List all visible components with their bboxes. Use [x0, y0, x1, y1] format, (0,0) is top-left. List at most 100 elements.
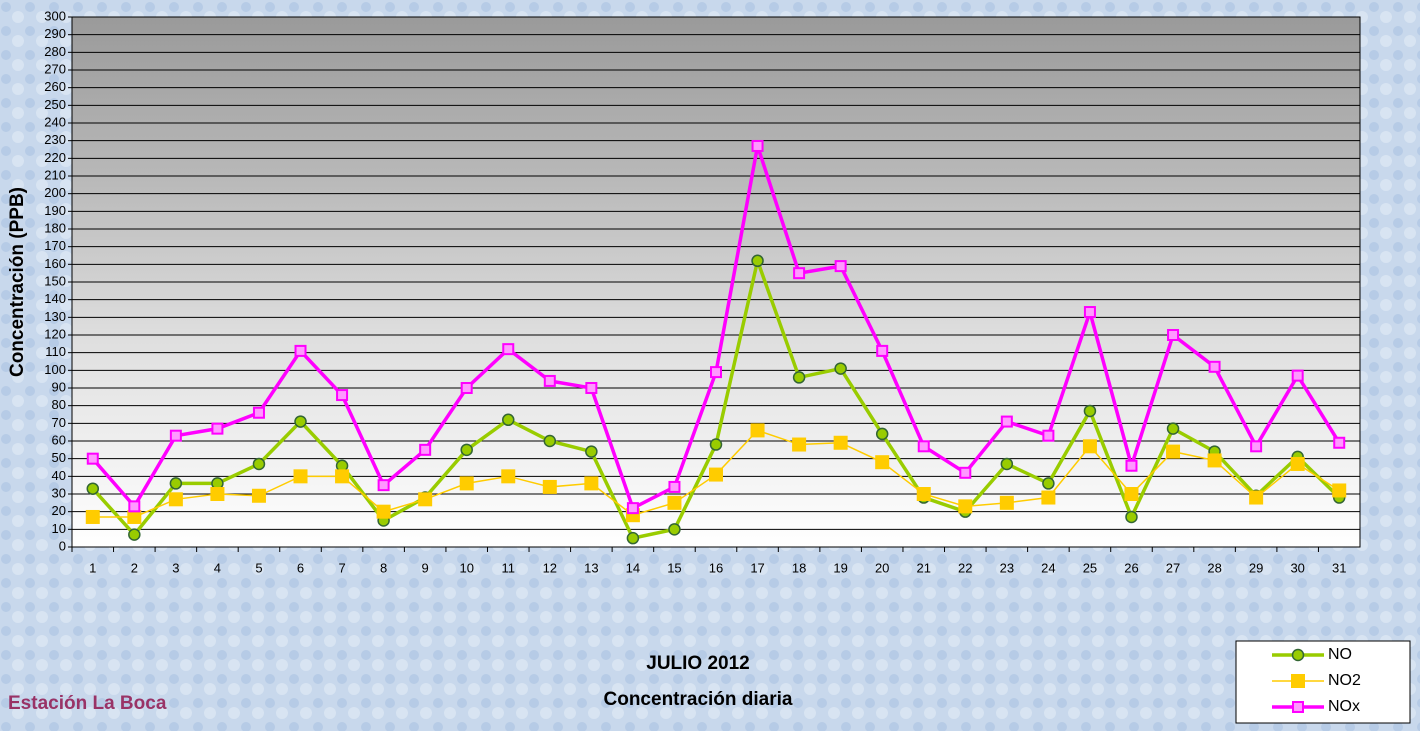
data-point [253, 458, 264, 469]
y-tick-label: 120 [44, 326, 66, 341]
y-tick-label: 180 [44, 220, 66, 235]
data-point [335, 469, 349, 483]
y-tick-label: 30 [52, 485, 66, 500]
y-tick-label: 170 [44, 238, 66, 253]
chart-title: JULIO 2012 [646, 653, 750, 674]
y-tick-label: 230 [44, 132, 66, 147]
data-point [337, 390, 347, 400]
x-tick-label: 21 [917, 560, 931, 575]
data-point [544, 436, 555, 447]
data-point [877, 428, 888, 439]
y-tick-label: 140 [44, 291, 66, 306]
y-tick-label: 160 [44, 256, 66, 271]
x-tick-label: 14 [626, 560, 640, 575]
y-tick-label: 270 [44, 61, 66, 76]
y-tick-label: 150 [44, 273, 66, 288]
x-tick-label: 10 [459, 560, 473, 575]
x-tick-label: 19 [833, 560, 847, 575]
data-point [919, 441, 929, 451]
data-point [1083, 439, 1097, 453]
y-tick-label: 300 [44, 8, 66, 23]
data-point [1168, 423, 1179, 434]
y-tick-label: 190 [44, 203, 66, 218]
data-point [667, 496, 681, 510]
data-point [628, 503, 638, 513]
x-tick-label: 17 [750, 560, 764, 575]
station-label: Estación La Boca [8, 693, 167, 714]
data-point [1001, 458, 1012, 469]
y-tick-label: 250 [44, 97, 66, 112]
data-point [875, 455, 889, 469]
data-point [1249, 491, 1263, 505]
x-tick-label: 11 [502, 560, 516, 575]
data-point [420, 445, 430, 455]
x-tick-label: 12 [543, 560, 557, 575]
y-tick-label: 110 [45, 344, 66, 359]
data-point [86, 510, 100, 524]
data-point [586, 446, 597, 457]
data-point [917, 487, 931, 501]
data-point [586, 383, 596, 393]
data-point [1126, 461, 1136, 471]
legend-label: NO [1328, 646, 1352, 663]
x-tick-label: 30 [1290, 560, 1304, 575]
y-tick-label: 40 [52, 468, 66, 483]
x-tick-label: 27 [1166, 560, 1180, 575]
y-tick-label: 240 [44, 114, 66, 129]
data-point [709, 468, 723, 482]
data-point [252, 489, 266, 503]
data-point [1332, 483, 1346, 497]
data-point [87, 483, 98, 494]
x-tick-label: 18 [792, 560, 806, 575]
y-tick-label: 20 [52, 503, 66, 518]
data-point [294, 469, 308, 483]
data-point [418, 492, 432, 506]
x-tick-label: 23 [1000, 560, 1014, 575]
data-point [669, 524, 680, 535]
chart: JULIO 2012 Concentración diaria Estación… [0, 0, 1420, 731]
data-point [1291, 457, 1305, 471]
data-point [460, 476, 474, 490]
data-point [501, 469, 515, 483]
y-tick-label: 50 [52, 450, 66, 465]
data-point [461, 444, 472, 455]
data-point [543, 480, 557, 494]
data-point [1208, 453, 1222, 467]
data-point [1124, 487, 1138, 501]
y-tick-label: 0 [59, 538, 66, 553]
data-point [171, 431, 181, 441]
data-point [1293, 371, 1303, 381]
x-tick-label: 13 [584, 560, 598, 575]
data-point [295, 416, 306, 427]
y-tick-label: 280 [44, 44, 66, 59]
x-tick-label: 4 [214, 560, 221, 575]
data-point [669, 482, 679, 492]
y-tick-label: 70 [52, 415, 66, 430]
data-point [711, 439, 722, 450]
data-point [88, 454, 98, 464]
data-point [1251, 441, 1261, 451]
legend-marker [1291, 674, 1305, 688]
data-point [1166, 445, 1180, 459]
data-point [584, 476, 598, 490]
data-point [752, 255, 763, 266]
y-tick-label: 260 [44, 79, 66, 94]
data-point [1210, 362, 1220, 372]
data-point [960, 468, 970, 478]
data-point [212, 424, 222, 434]
y-tick-label: 60 [52, 432, 66, 447]
x-tick-label: 15 [667, 560, 681, 575]
data-point [835, 363, 846, 374]
x-tick-label: 25 [1083, 560, 1097, 575]
data-point [834, 436, 848, 450]
x-tick-label: 29 [1249, 560, 1263, 575]
data-point [1085, 307, 1095, 317]
data-point [1168, 330, 1178, 340]
x-tick-label: 24 [1041, 560, 1055, 575]
x-tick-label: 16 [709, 560, 723, 575]
data-point [877, 346, 887, 356]
data-point [210, 487, 224, 501]
data-point [1000, 496, 1014, 510]
data-point [1084, 405, 1095, 416]
y-tick-label: 90 [52, 379, 66, 394]
